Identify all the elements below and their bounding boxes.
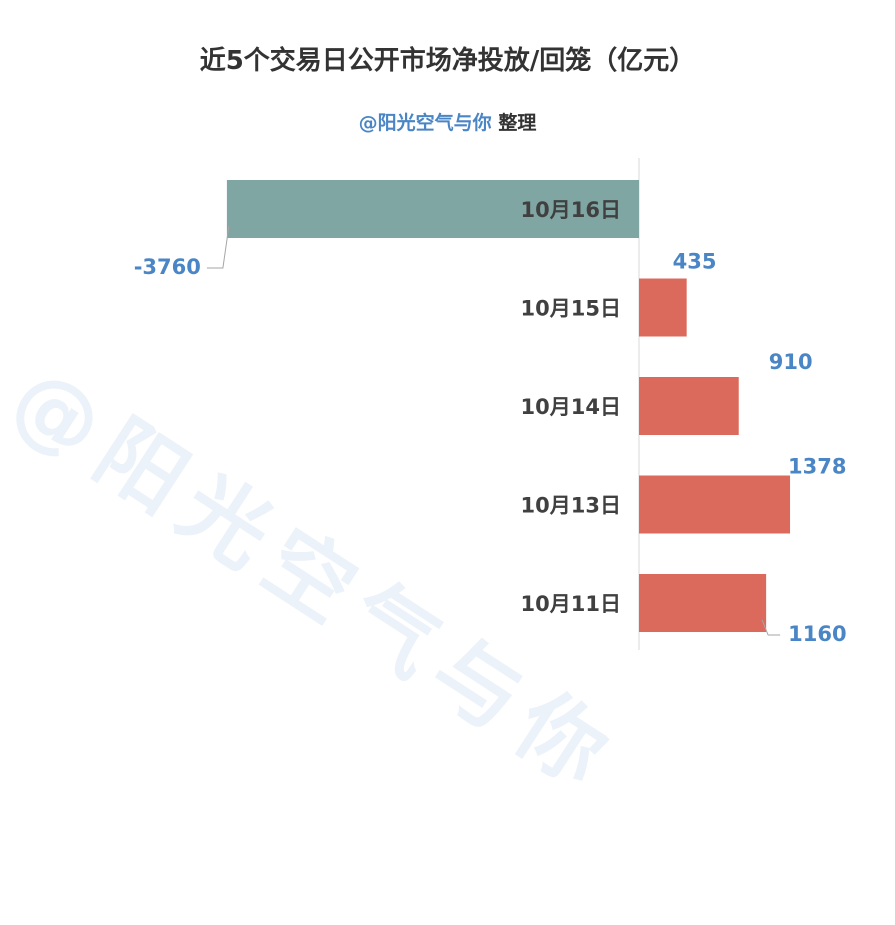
bar-1 (639, 278, 687, 337)
category-label-0: 10月16日 (521, 198, 621, 222)
subtitle-suffix: 整理 (498, 112, 537, 134)
leader-line-4 (761, 619, 781, 636)
category-label-3: 10月13日 (521, 494, 621, 518)
data-label-2: 910 (769, 350, 813, 374)
chart-title: 近5个交易日公开市场净投放/回笼（亿元） (199, 46, 696, 76)
chart-subtitle: @阳光空气与你 整理 (0, 108, 895, 135)
data-label-4: 1160 (788, 622, 846, 646)
bar-2 (639, 377, 739, 435)
category-label-1: 10月15日 (521, 297, 621, 321)
data-label-1: 435 (673, 250, 717, 274)
bar-0 (226, 180, 640, 238)
data-label-0: -3760 (134, 255, 201, 279)
data-label-3: 1378 (788, 455, 846, 479)
category-label-4: 10月11日 (521, 592, 621, 616)
bar-3 (639, 475, 791, 534)
bar-4 (639, 574, 767, 632)
bar-chart: 10月16日 -3760 10月15日 435 10月14日 910 10月13日 1378 1… (134, 158, 847, 650)
subtitle-handle: @阳光空气与你 (358, 112, 492, 134)
category-label-2: 10月14日 (521, 395, 621, 419)
leader-line-0 (206, 225, 230, 269)
